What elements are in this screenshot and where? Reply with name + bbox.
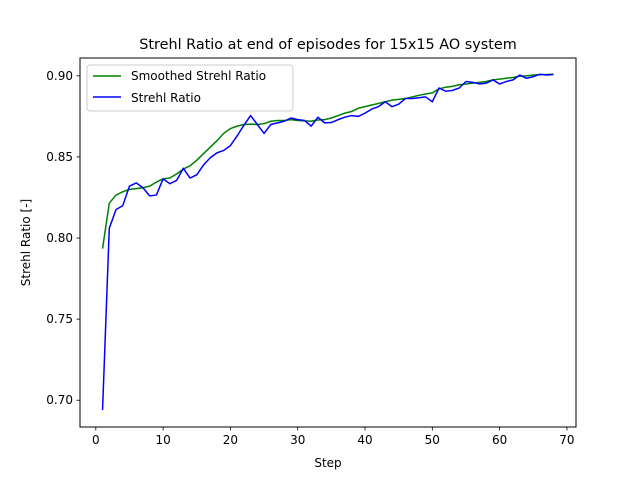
x-axis-label: Step — [314, 456, 341, 470]
y-axis-ticks: 0.70 0.75 0.80 0.85 0.90 — [46, 69, 80, 407]
y-axis-label: Strehl Ratio [-] — [19, 199, 33, 286]
y-tick-label: 0.85 — [46, 150, 73, 164]
x-tick-label: 20 — [223, 433, 238, 447]
plot-background — [80, 58, 576, 427]
series-line-smoothed-strehl-ratio — [101, 73, 554, 249]
x-tick-label: 50 — [425, 433, 440, 447]
x-tick-label: 40 — [357, 433, 372, 447]
x-tick-label: 60 — [492, 433, 507, 447]
x-tick-label: 70 — [559, 433, 574, 447]
series-layer — [101, 73, 554, 410]
x-tick-label: 30 — [290, 433, 305, 447]
x-axis-ticks: 0 10 20 30 40 50 60 70 — [92, 427, 575, 447]
legend: Smoothed Strehl Ratio Strehl Ratio — [86, 64, 294, 112]
y-tick-label: 0.70 — [46, 393, 73, 407]
x-tick-label: 0 — [92, 433, 100, 447]
y-tick-label: 0.90 — [46, 69, 73, 83]
legend-label-strehl: Strehl Ratio — [131, 91, 201, 105]
chart-title: Strehl Ratio at end of episodes for 15x1… — [139, 37, 517, 53]
series-line-strehl-ratio — [101, 73, 554, 410]
plot-area — [79, 57, 577, 428]
plot-frame — [79, 57, 577, 428]
y-tick-label: 0.75 — [46, 312, 73, 326]
legend-label-smoothed: Smoothed Strehl Ratio — [131, 69, 266, 83]
y-tick-label: 0.80 — [46, 231, 73, 245]
legend-box — [86, 64, 294, 112]
x-tick-label: 10 — [155, 433, 170, 447]
